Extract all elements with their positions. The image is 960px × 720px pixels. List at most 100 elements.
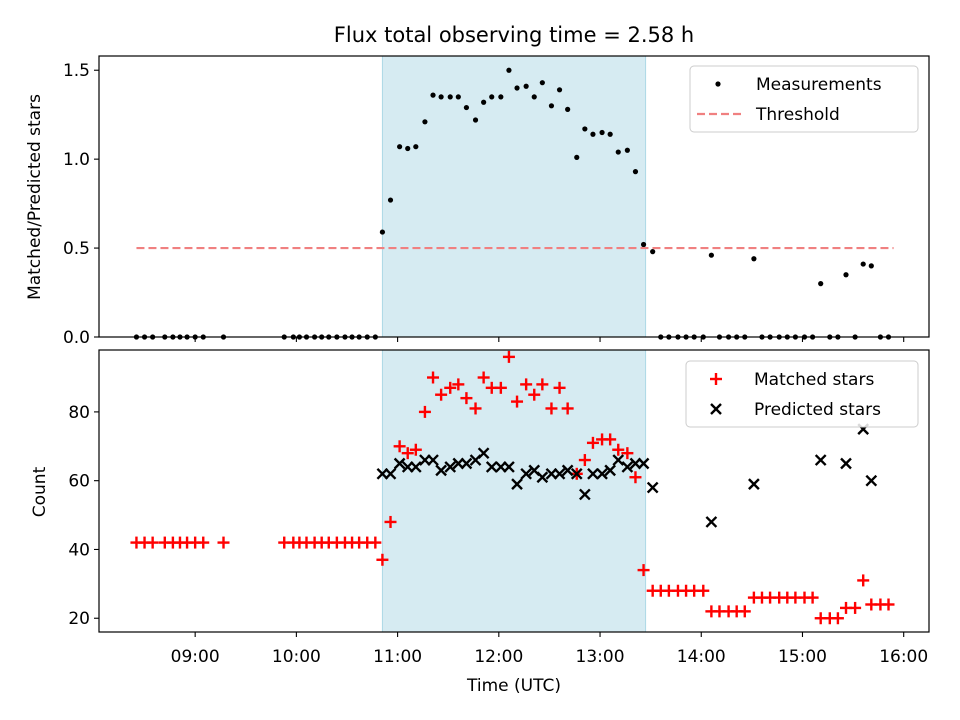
measurement-point [447, 94, 453, 100]
matched-star-point [697, 584, 710, 597]
measurement-point [422, 119, 428, 125]
x-tick-label: 09:00 [171, 647, 220, 667]
bottom-panel-marks [130, 350, 895, 625]
x-tick-label: 15:00 [778, 647, 827, 667]
measurement-point [548, 103, 555, 109]
bottom-legend-box [685, 360, 919, 428]
predicted-star-point [561, 464, 574, 477]
bottom-panel-ticks: 20 40 60 80 [68, 403, 905, 637]
matched-star-point [477, 371, 490, 384]
y-tick-label: 80 [68, 403, 90, 423]
predicted-star-point [384, 467, 397, 480]
predicted-star-point [427, 454, 439, 466]
measurement-point [481, 99, 487, 105]
predicted-star-point [587, 467, 599, 480]
matched-star-point [612, 443, 625, 456]
measurement-point [615, 149, 621, 155]
matched-star-point [460, 392, 473, 405]
x-tick-label: 10:00 [272, 647, 321, 667]
top-panel-legend: Measurements Threshold [689, 65, 919, 133]
measurement-point [397, 144, 403, 150]
matched-star-point [146, 536, 159, 549]
predicted-star-point [444, 461, 457, 473]
top-panel-ylabel: Matched/Predicted stars [25, 94, 45, 300]
measurement-point [413, 144, 419, 150]
legend-predicted-marker [710, 403, 722, 415]
matched-star-point [393, 440, 406, 453]
predicted-star-point [621, 461, 634, 473]
y-tick-label: 0.5 [63, 239, 90, 259]
measurement-point [607, 131, 613, 137]
predicted-star-point [511, 478, 523, 490]
legend-matched-label: Matched stars [754, 370, 874, 390]
predicted-star-point [460, 457, 473, 470]
bottom-panel-shaded-interval [381, 349, 647, 633]
matched-star-point [384, 515, 397, 528]
predicted-star-point [705, 516, 718, 528]
matched-star-point [857, 574, 870, 587]
matched-star-point [217, 536, 230, 549]
predicted-star-point [409, 461, 422, 473]
matched-star-point [528, 388, 541, 401]
predicted-star-point [579, 488, 591, 501]
measurement-point [379, 229, 386, 235]
measurement-point [590, 131, 596, 137]
matched-star-point [197, 536, 210, 549]
measurement-point [405, 145, 411, 152]
measurement-point [438, 94, 444, 100]
measurement-point [455, 94, 461, 100]
predicted-star-point [435, 464, 447, 477]
top-legend-box [689, 65, 919, 133]
measurement-point [574, 154, 580, 160]
measurement-point [868, 263, 874, 269]
matched-star-point [444, 381, 457, 394]
matched-star-point [629, 471, 642, 484]
predicted-star-point [570, 467, 583, 480]
x-tick-label: 16:00 [879, 647, 928, 667]
predicted-star-point [485, 461, 498, 473]
measurement-point [463, 104, 470, 111]
measurement-point [632, 169, 639, 175]
matched-star-point [401, 447, 414, 460]
matched-star-point [561, 402, 574, 415]
predicted-star-point [840, 457, 852, 470]
matched-star-point [511, 395, 524, 408]
predicted-star-point [596, 467, 608, 480]
matched-star-point [376, 553, 389, 566]
measurement-point [640, 241, 647, 248]
matched-star-point [586, 436, 599, 449]
matched-star-point [409, 443, 422, 456]
measurement-point [708, 252, 714, 258]
predicted-star-point [814, 454, 827, 466]
measurement-point [556, 87, 563, 93]
y-tick-label: 1.5 [63, 61, 90, 81]
measurement-point [818, 281, 824, 287]
legend-threshold-label: Threshold [755, 105, 840, 125]
top-panel-shaded-interval [381, 55, 647, 338]
measurement-point [531, 94, 537, 100]
matched-star-point [469, 402, 482, 415]
matched-star-point [545, 402, 558, 415]
y-tick-label: 20 [68, 609, 90, 629]
matched-star-point [418, 405, 431, 418]
measurement-point [860, 261, 866, 267]
legend-matched-marker [710, 373, 722, 385]
bottom-panel: 20 40 60 80 Count Matched stars Predicted s… [30, 349, 930, 637]
predicted-star-point [553, 467, 566, 480]
x-axis-ticks: 09:00 10:00 11:00 12:00 13:00 14:00 15:00 16:00 [171, 647, 929, 667]
matched-star-point [578, 454, 591, 467]
matched-star-point [882, 598, 895, 611]
predicted-star-point [604, 464, 617, 477]
measurement-point [539, 80, 545, 86]
measurement-point [430, 92, 436, 98]
matched-star-point [738, 605, 751, 618]
measurement-point [751, 256, 757, 262]
predicted-star-point [477, 447, 490, 460]
predicted-star-point [637, 457, 650, 470]
legend-measurements-marker [715, 81, 721, 87]
measurement-point [650, 249, 656, 255]
matched-star-point [369, 536, 382, 549]
y-tick-label: 0.0 [63, 328, 90, 348]
legend-measurements-label: Measurements [756, 75, 882, 95]
